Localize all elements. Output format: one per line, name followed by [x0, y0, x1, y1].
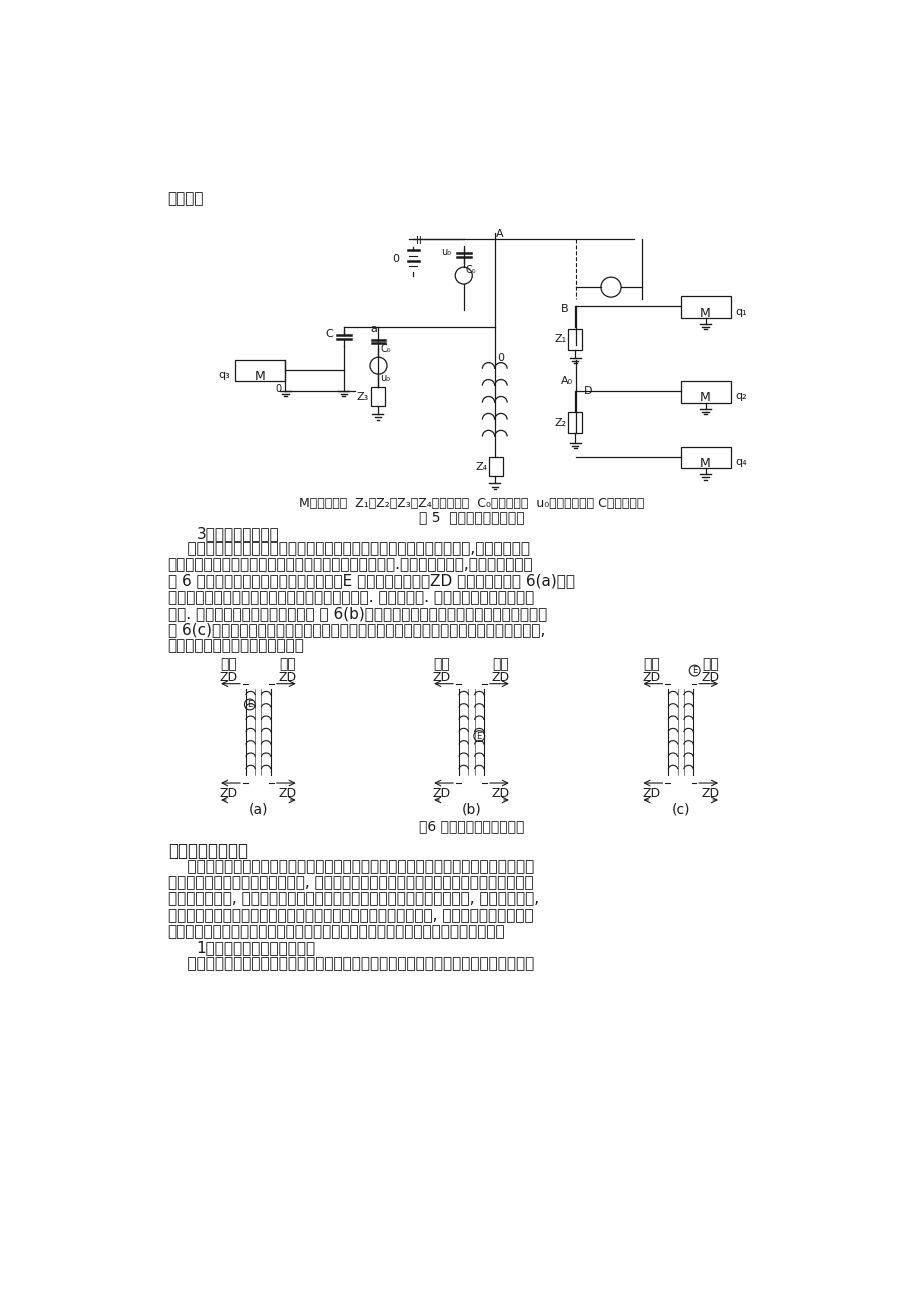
Text: 高压: 高压 [701, 656, 718, 671]
Text: 低压: 低压 [433, 656, 450, 671]
Text: ZD: ZD [700, 671, 719, 684]
Bar [235, 361, 285, 381]
Text: C: C [324, 328, 333, 339]
Text: C₀: C₀ [380, 344, 391, 354]
Text: M一测试仪器  Z₁、Z₂、Z₃、Z₄一测试阻抗  C₀一校正电容  u₀一方波发生器 C一耦合电容: M一测试仪器 Z₁、Z₂、Z₃、Z₄一测试阻抗 C₀一校正电容 u₀一方波发生器… [299, 497, 643, 510]
Text: 图 6 为脉冲极性法的原理和应用。图中：E 为假设的放电源。ZD 为测量阻抗；图 6(a)为高: 图 6 为脉冲极性法的原理和应用。图中：E 为假设的放电源。ZD 为测量阻抗；图… [167, 574, 574, 589]
Text: ZD: ZD [492, 671, 509, 684]
Text: a: a [369, 324, 377, 335]
Text: E: E [691, 667, 697, 676]
Text: q₃: q₃ [218, 370, 230, 380]
Text: 0: 0 [392, 254, 399, 264]
Text: 压和低压绕组之间发生局部放电时测得的脉冲极性. 即低压阻抗. 高压绕组阻抗测得的极性: 压和低压绕组之间发生局部放电时测得的脉冲极性. 即低压阻抗. 高压绕组阻抗测得的… [167, 590, 533, 604]
Text: B: B [561, 305, 568, 314]
Text: 绝缘介质局部放电有两种类型：气泡内放电以及介质在高场强下游离击穿。一些浇注、: 绝缘介质局部放电有两种类型：气泡内放电以及介质在高场强下游离击穿。一些浇注、 [167, 956, 533, 971]
Text: D: D [584, 385, 592, 396]
Text: q₁: q₁ [734, 307, 746, 318]
Text: ZD: ZD [641, 671, 660, 684]
Text: E: E [476, 732, 482, 741]
Bar [680, 297, 731, 318]
Text: M: M [699, 307, 710, 320]
Text: 三、超声波检测法: 三、超声波检测法 [167, 842, 247, 861]
Text: 高压: 高压 [492, 656, 509, 671]
Text: (a): (a) [248, 802, 267, 816]
Text: Z₃: Z₃ [357, 392, 369, 402]
Bar [370, 387, 384, 406]
Text: ZD: ZD [641, 786, 660, 799]
Text: ZD: ZD [220, 786, 238, 799]
Text: 测定出由声源到各探头的直接波传播时间或各探头之间的相对时差, 然后将这些时间或相对: 测定出由声源到各探头的直接波传播时间或各探头之间的相对时差, 然后将这些时间或相… [167, 907, 533, 923]
Text: 图 6(c)为高压绕组和地之间发生局部放电时测得的脉冲极性。将实测脉冲与校对脉冲对比,: 图 6(c)为高压绕组和地之间发生局部放电时测得的脉冲极性。将实测脉冲与校对脉冲… [167, 622, 544, 637]
Text: ZD: ZD [433, 671, 450, 684]
Text: 低压: 低压 [221, 656, 237, 671]
Text: q₄: q₄ [734, 457, 746, 466]
Text: 的特征来确定局放发生的位置的方法就是脉冲极性鉴定法.该方法应用较多,而且直观方便。: 的特征来确定局放发生的位置的方法就是脉冲极性鉴定法.该方法应用较多,而且直观方便… [167, 557, 533, 573]
Text: Z₂: Z₂ [554, 418, 566, 427]
Text: 相同. 而高低压绕组测得的极性相反 图 6(b)为高压绕组中发生局部放电时测得的脉冲极性: 相同. 而高低压绕组测得的极性相反 图 6(b)为高压绕组中发生局部放电时测得的… [167, 605, 547, 621]
Text: Z₁: Z₁ [554, 335, 566, 345]
Text: ZD: ZD [492, 786, 509, 799]
Text: 高压: 高压 [279, 656, 296, 671]
Text: 1、超声波局部放电测试原理: 1、超声波局部放电测试原理 [196, 940, 315, 956]
Text: 图6 脉冲极性法测试原理图: 图6 脉冲极性法测试原理图 [418, 819, 524, 833]
Text: 的产生和发展将伴随着声发射现象, 放电源也就是声发射源。根据声测原理对变压器的内部: 的产生和发展将伴随着声发射现象, 放电源也就是声发射源。根据声测原理对变压器的内… [167, 875, 533, 891]
Text: 时差代人满足该声测阵列几何关系的一组方程中求解，即可得到放电源的位置坐标。: 时差代人满足该声测阵列几何关系的一组方程中求解，即可得到放电源的位置坐标。 [167, 924, 505, 939]
Bar [568, 328, 582, 350]
Bar [680, 381, 731, 402]
Text: ZD: ZD [433, 786, 450, 799]
Text: Z₄: Z₄ [475, 461, 487, 471]
Text: u₀: u₀ [441, 247, 451, 256]
Text: 0: 0 [496, 353, 504, 362]
Text: ZD: ZD [278, 671, 297, 684]
Text: ZD: ZD [278, 786, 297, 799]
Text: E: E [247, 700, 252, 710]
Text: 0: 0 [275, 384, 281, 395]
Text: M: M [699, 457, 710, 470]
Text: 3、脉冲极性鉴定法: 3、脉冲极性鉴定法 [196, 526, 278, 540]
Text: ZD: ZD [700, 786, 719, 799]
Text: 可以大体上确定放电发生的部位。: 可以大体上确定放电发生的部位。 [167, 638, 304, 654]
Text: (c): (c) [671, 802, 689, 816]
Text: A: A [495, 229, 504, 238]
Bar [568, 411, 582, 434]
Text: 放电予以定位时, 可将若干个超声探头放置在变压器箱壳上相分离的几点上, 组成声测阵列,: 放电予以定位时, 可将若干个超声探头放置在变压器箱壳上相分离的几点上, 组成声测… [167, 892, 539, 906]
Text: II: II [416, 236, 422, 246]
Text: A₀: A₀ [560, 376, 573, 385]
Bar [489, 457, 503, 475]
Bar [680, 447, 731, 469]
Text: M: M [699, 391, 710, 404]
Text: ZD: ZD [220, 671, 238, 684]
Text: (b): (b) [461, 802, 481, 816]
Text: 图 5  多端测量－多端校正: 图 5 多端测量－多端校正 [418, 510, 524, 525]
Text: C₀: C₀ [465, 264, 475, 275]
Text: 超声波检测定位法是大型电力变压器局部放电定位的主要方法。变压器中局部放电故障: 超声波检测定位法是大型电力变压器局部放电定位的主要方法。变压器中局部放电故障 [167, 859, 533, 874]
Text: u₀: u₀ [380, 372, 390, 383]
Text: 变压器内部发生局放时在各个检测阻抗上发现的脉冲波都有一定的极性,根据这些脉冲: 变压器内部发生局放时在各个检测阻抗上发现的脉冲波都有一定的极性,根据这些脉冲 [167, 542, 529, 556]
Text: 部位上。: 部位上。 [167, 191, 204, 206]
Text: q₂: q₂ [734, 391, 746, 401]
Text: M: M [255, 370, 265, 383]
Text: 低压: 低压 [642, 656, 659, 671]
